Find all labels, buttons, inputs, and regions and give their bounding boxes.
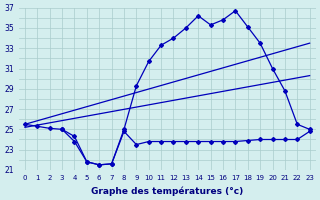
X-axis label: Graphe des températures (°c): Graphe des températures (°c)	[91, 186, 244, 196]
